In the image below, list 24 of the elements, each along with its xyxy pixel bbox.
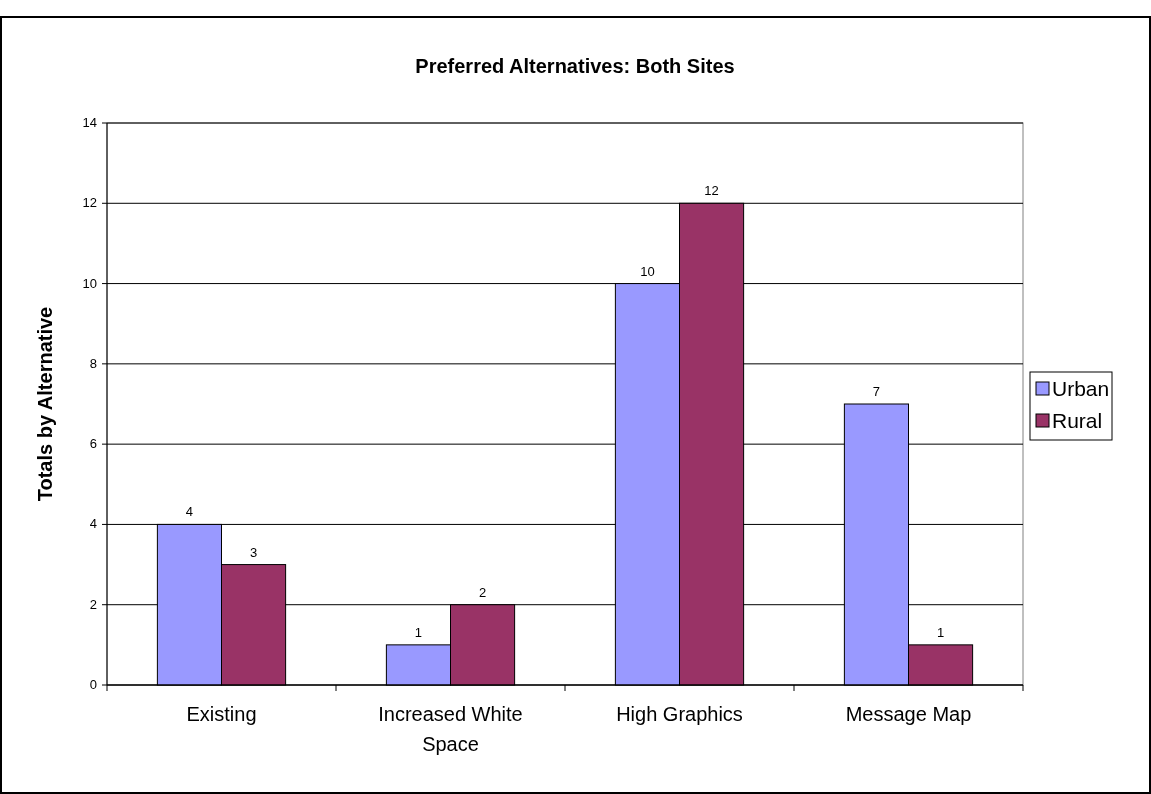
y-tick-label: 12 — [82, 195, 97, 211]
data-label: 10 — [640, 263, 655, 279]
x-tick-label: High Graphics — [616, 703, 743, 725]
y-tick-label: 0 — [89, 677, 97, 692]
data-label: 1 — [414, 624, 423, 640]
data-label: 1 — [936, 624, 945, 640]
y-tick-label: 14 — [82, 115, 97, 130]
data-label: 7 — [872, 384, 881, 399]
y-tick-label: 6 — [89, 436, 97, 452]
legend-label: Rural — [1052, 409, 1103, 432]
y-tick-label: 4 — [89, 516, 97, 532]
x-tick-label: Increased White Space — [378, 703, 523, 755]
data-label: 12 — [704, 183, 719, 199]
y-tick-label: 10 — [82, 275, 97, 291]
y-tick-label: 2 — [89, 596, 97, 612]
y-axis-title: Totals by Alternative — [34, 306, 56, 502]
x-tick-label: Existing — [186, 703, 257, 725]
data-label: 3 — [249, 544, 258, 560]
chart-title: Preferred Alternatives: Both Sites — [415, 55, 735, 77]
legend-label: Urban — [1052, 377, 1110, 400]
x-tick-label: Message Map — [845, 703, 972, 725]
data-label: 2 — [478, 584, 487, 600]
data-label: 4 — [185, 504, 194, 520]
y-tick-label: 8 — [89, 355, 97, 371]
